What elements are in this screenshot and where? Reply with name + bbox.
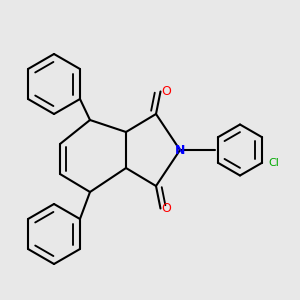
Text: O: O <box>161 202 171 215</box>
Text: Cl: Cl <box>268 158 279 168</box>
Text: N: N <box>175 143 185 157</box>
Text: O: O <box>161 85 171 98</box>
